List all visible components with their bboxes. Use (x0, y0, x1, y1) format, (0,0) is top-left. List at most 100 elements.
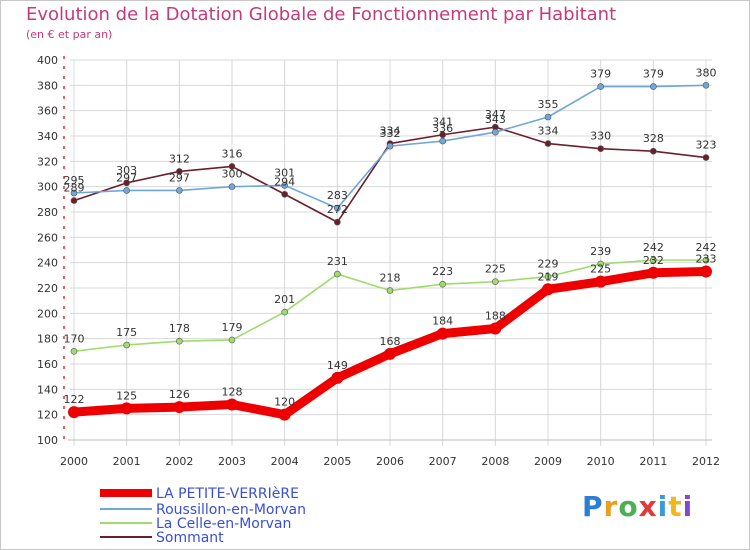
legend-line (100, 536, 152, 538)
y-tick-label: 100 (37, 434, 58, 447)
data-label: 178 (169, 322, 190, 335)
logo-letter: i (657, 490, 669, 523)
data-label: 336 (432, 122, 453, 135)
y-tick-label: 120 (37, 409, 58, 422)
data-label: 343 (485, 113, 506, 126)
data-label: 125 (116, 389, 137, 402)
y-tick-label: 260 (37, 231, 58, 244)
data-point (439, 280, 446, 288)
data-label: 297 (169, 171, 190, 184)
data-label: 316 (222, 147, 243, 160)
x-tick-label: 2002 (165, 455, 193, 468)
data-label: 229 (538, 258, 559, 271)
data-point (173, 401, 186, 414)
y-tick-label: 180 (37, 333, 58, 346)
data-label: 233 (696, 253, 717, 266)
data-point (228, 163, 236, 170)
data-label: 239 (590, 245, 611, 258)
data-point (70, 197, 78, 204)
data-label: 272 (327, 203, 348, 216)
data-label: 242 (696, 241, 717, 254)
data-label: 223 (432, 265, 453, 278)
data-point (647, 266, 660, 279)
logo-letter: x (638, 490, 658, 523)
data-point (650, 147, 657, 155)
data-label: 328 (643, 132, 664, 145)
legend-line (100, 522, 152, 524)
y-tick-label: 160 (37, 358, 58, 371)
data-point (492, 278, 499, 285)
data-point (439, 131, 446, 139)
data-point (123, 187, 130, 194)
data-label: 225 (485, 263, 506, 276)
y-tick-label: 220 (37, 282, 58, 295)
data-label: 289 (64, 182, 85, 195)
data-point (439, 137, 446, 145)
data-label: 347 (485, 108, 506, 121)
y-tick-label: 280 (37, 206, 58, 219)
data-label: 219 (538, 270, 559, 283)
x-tick-label: 2010 (587, 455, 615, 468)
data-point (594, 275, 607, 288)
data-label: 323 (696, 139, 717, 152)
data-point (70, 348, 78, 355)
data-label: 242 (643, 241, 664, 254)
data-point (597, 145, 604, 152)
legend-label: La Celle-en-Morvan (156, 516, 292, 532)
logo-letter: t (668, 490, 683, 523)
y-tick-label: 300 (37, 181, 58, 194)
logo-letter: r (603, 490, 619, 523)
data-point (702, 154, 710, 161)
x-tick-label: 2001 (113, 455, 141, 468)
data-point (702, 256, 710, 264)
data-point (436, 327, 449, 340)
data-label: 188 (485, 310, 506, 323)
data-label: 283 (327, 189, 348, 202)
data-label: 380 (696, 66, 717, 79)
data-label: 149 (327, 359, 348, 372)
data-point (331, 371, 344, 384)
legend-line (100, 489, 152, 497)
data-label: 294 (274, 175, 295, 188)
data-point (281, 308, 288, 316)
data-point (384, 347, 396, 360)
data-point (228, 336, 236, 344)
data-label: 332 (380, 127, 401, 140)
data-label: 334 (538, 125, 559, 138)
data-point (123, 341, 130, 349)
data-label: 201 (274, 293, 295, 306)
data-point (228, 183, 236, 190)
data-label: 330 (590, 130, 611, 143)
data-point (226, 398, 238, 411)
data-point (544, 273, 552, 280)
data-point (386, 287, 394, 294)
y-tick-label: 320 (37, 155, 58, 168)
data-label: 175 (116, 326, 137, 339)
chart-subtitle: (en € et par an) (26, 28, 113, 41)
data-label: 120 (274, 396, 295, 409)
logo-letter: P (582, 490, 604, 523)
x-tick-label: 2009 (534, 455, 562, 468)
data-point (650, 83, 657, 90)
data-point (120, 402, 133, 415)
data-label: 355 (538, 98, 559, 111)
data-point (700, 265, 712, 278)
data-point (334, 270, 341, 278)
legend-label: Roussillon-en-Morvan (156, 502, 306, 518)
x-tick-label: 2004 (271, 455, 299, 468)
x-tick-label: 2003 (218, 455, 246, 468)
data-label: 297 (116, 171, 137, 184)
data-label: 231 (327, 255, 348, 268)
data-label: 179 (222, 321, 243, 334)
legend-line (100, 508, 152, 510)
y-tick-label: 360 (37, 105, 58, 118)
data-label: 300 (222, 168, 243, 181)
y-tick-label: 400 (37, 54, 58, 67)
x-tick-label: 2011 (639, 455, 667, 468)
data-label: 225 (590, 263, 611, 276)
data-point (281, 190, 288, 198)
data-label: 126 (169, 388, 190, 401)
data-point (650, 256, 657, 264)
data-point (386, 142, 394, 150)
